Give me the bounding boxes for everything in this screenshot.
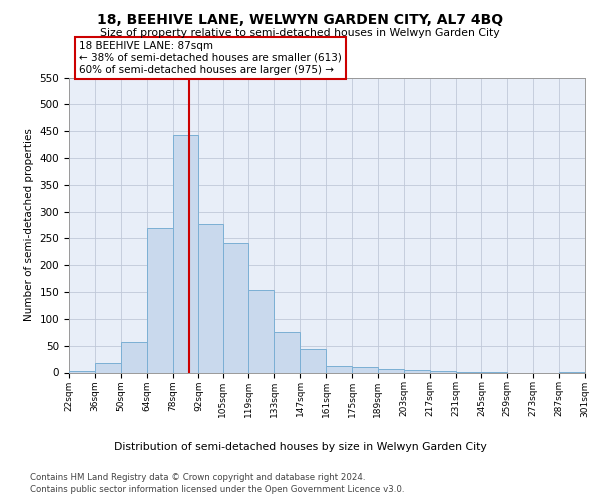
Bar bbox=[352, 366, 378, 372]
Bar bbox=[223, 242, 248, 372]
Text: Size of property relative to semi-detached houses in Welwyn Garden City: Size of property relative to semi-detach… bbox=[100, 28, 500, 38]
Bar bbox=[69, 371, 95, 372]
Bar bbox=[95, 364, 121, 372]
Text: 18 BEEHIVE LANE: 87sqm
← 38% of semi-detached houses are smaller (613)
60% of se: 18 BEEHIVE LANE: 87sqm ← 38% of semi-det… bbox=[79, 42, 342, 74]
Y-axis label: Number of semi-detached properties: Number of semi-detached properties bbox=[24, 128, 34, 322]
Text: 18, BEEHIVE LANE, WELWYN GARDEN CITY, AL7 4BQ: 18, BEEHIVE LANE, WELWYN GARDEN CITY, AL… bbox=[97, 12, 503, 26]
Bar bbox=[121, 342, 146, 372]
Bar bbox=[173, 135, 199, 372]
Bar bbox=[146, 228, 173, 372]
Text: Contains HM Land Registry data © Crown copyright and database right 2024.: Contains HM Land Registry data © Crown c… bbox=[30, 472, 365, 482]
Bar bbox=[300, 349, 326, 372]
Text: Contains public sector information licensed under the Open Government Licence v3: Contains public sector information licen… bbox=[30, 485, 404, 494]
Bar bbox=[326, 366, 352, 372]
Text: Distribution of semi-detached houses by size in Welwyn Garden City: Distribution of semi-detached houses by … bbox=[113, 442, 487, 452]
Bar bbox=[378, 368, 404, 372]
Bar bbox=[404, 370, 430, 372]
Bar bbox=[274, 332, 300, 372]
Bar bbox=[248, 290, 274, 372]
Bar bbox=[199, 224, 223, 372]
